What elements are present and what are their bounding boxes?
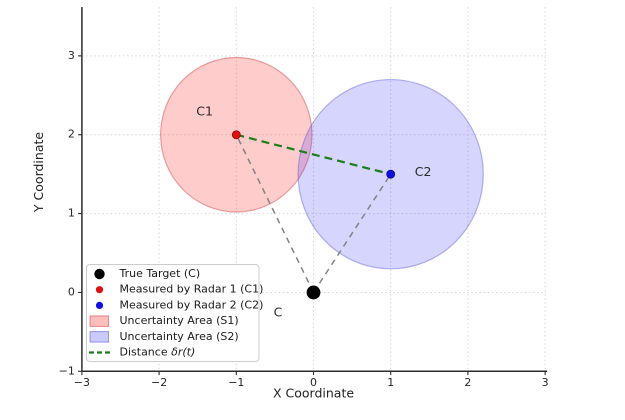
legend-entry: Uncertainty Area (S2): [89, 330, 239, 343]
y-tick-label: 3: [68, 49, 75, 62]
legend-entry: Uncertainty Area (S1): [89, 314, 239, 327]
legend-patch-marker: [89, 315, 109, 327]
x-tick-label: −2: [151, 376, 167, 389]
legend-entry: True Target (C): [94, 267, 200, 280]
connector-line-c-to-c1: [235, 134, 315, 293]
point-c: [306, 285, 321, 300]
x-tick-label: 3: [542, 376, 549, 389]
x-tick-label: 0: [310, 376, 317, 389]
y-tick-label: 0: [68, 285, 75, 298]
legend-label: True Target (C): [119, 267, 201, 280]
legend-box: [86, 264, 260, 362]
connector-line-c-to-c2: [312, 173, 392, 293]
legend-dot-marker: [95, 286, 104, 294]
legend-entry: Measured by Radar 2 (C2): [95, 298, 264, 311]
legend: True Target (C) Measured by Radar 1 (C1) M…: [86, 264, 264, 362]
legend-label: Uncertainty Area (S2): [120, 330, 239, 343]
y-tick-label: 1: [68, 207, 75, 220]
legend-dot-marker: [95, 301, 104, 309]
x-tick-label: −1: [228, 376, 244, 389]
legend-patch-marker: [89, 331, 109, 343]
x-tick-label: 1: [387, 376, 394, 389]
point-label-c2: C2: [415, 164, 432, 179]
legend-dot-marker: [94, 268, 105, 280]
point-c1: [231, 130, 241, 140]
x-axis-label: X Coordinate: [273, 386, 354, 401]
x-tick-label: 2: [464, 376, 471, 389]
legend-entry: Measured by Radar 1 (C1): [95, 283, 264, 296]
point-c2: [386, 169, 396, 179]
y-axis-label: Y Coordinate: [31, 132, 46, 213]
legend-label: Measured by Radar 1 (C1): [120, 283, 264, 296]
legend-label: Measured by Radar 2 (C2): [120, 298, 264, 311]
legend-entry: Distance δr(t): [89, 346, 195, 359]
distance-line: [236, 133, 391, 176]
legend-label: Distance δr(t): [120, 346, 196, 359]
point-label-c1: C1: [196, 103, 213, 118]
legend-label: Uncertainty Area (S1): [120, 314, 239, 327]
y-tick-label: 2: [68, 128, 75, 141]
point-label-c: C: [274, 304, 283, 319]
y-tick-label: −1: [59, 364, 75, 377]
x-tick-label: −3: [74, 376, 90, 389]
